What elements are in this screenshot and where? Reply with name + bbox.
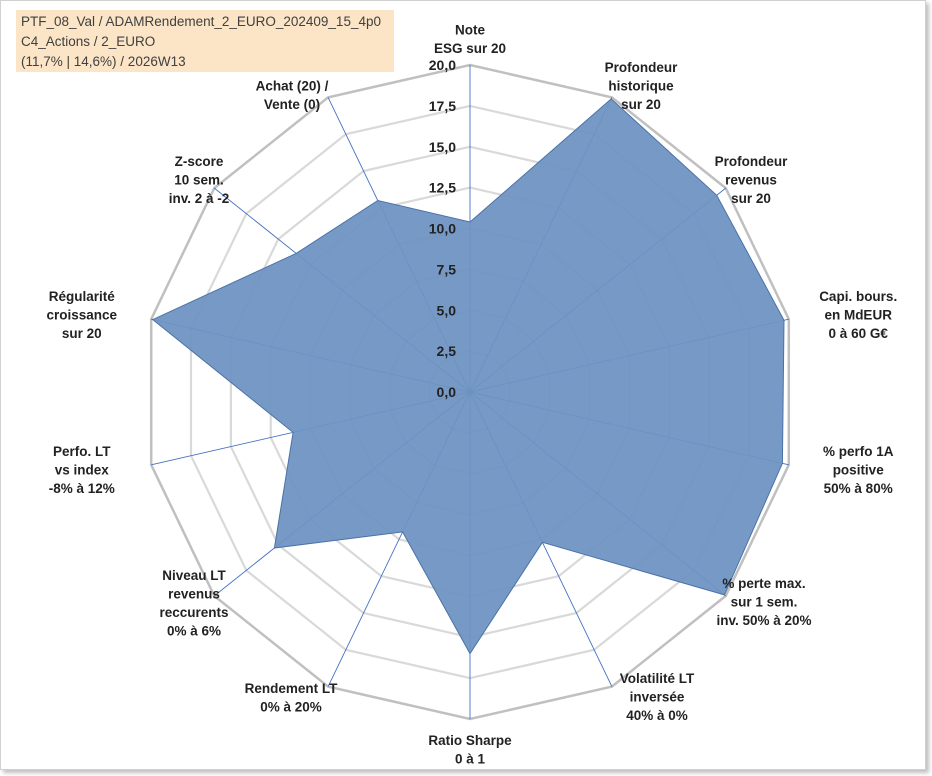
tick-label: 15,0: [429, 139, 456, 155]
axis-label-line: Achat (20) /: [256, 79, 329, 94]
axis-label-line: ESG sur 20: [434, 41, 506, 56]
axis-label-line: revenus: [725, 173, 777, 188]
axis-label-line: 10 sem.: [174, 173, 224, 188]
axis-label-line: Vente (0): [264, 97, 320, 112]
axis-label: Perfo. LT vs index -8% à 12%: [49, 444, 115, 496]
axis-label-line: % perte max.: [722, 576, 805, 591]
tick-label: 2,5: [437, 343, 457, 359]
axis-label-line: % perfo 1A: [823, 444, 894, 459]
axis-label-line: Rendement LT: [245, 681, 339, 696]
tick-label: 0,0: [437, 384, 457, 400]
axis-label-line: 40% à 0%: [626, 708, 688, 723]
axis-label-line: Note: [455, 23, 485, 38]
axis-label-line: revenus: [168, 587, 220, 602]
tick-label: 20,0: [429, 57, 456, 73]
axis-label: % perfo 1A positive 50% à 80%: [823, 444, 894, 496]
axis-label-line: Ratio Sharpe: [428, 733, 512, 748]
axis-label: Z-score 10 sem. inv. 2 à -2: [169, 154, 230, 206]
axis-label-line: vs index: [55, 463, 110, 478]
axis-label-line: croissance: [47, 307, 118, 322]
info-line-period: (11,7% | 14,6%) / 2026W13: [21, 54, 186, 69]
axis-label-line: Volatilité LT: [620, 671, 695, 686]
axis-label-line: inv. 2 à -2: [169, 191, 230, 206]
axis-label-line: sur 1 sem.: [731, 595, 798, 610]
axis-label: Ratio Sharpe 0 à 1: [428, 733, 512, 767]
axis-label-line: sur 20: [62, 326, 102, 341]
tick-label: 10,0: [429, 221, 456, 237]
axis-label: % perte max. sur 1 sem. inv. 50% à 20%: [716, 576, 811, 628]
axis-label-line: 0% à 6%: [167, 624, 221, 639]
axis-label: Profondeur historique sur 20: [605, 60, 678, 112]
axis-label-line: 50% à 80%: [824, 481, 893, 496]
axis-label-line: Profondeur: [715, 154, 788, 169]
axis-label-line: sur 20: [621, 97, 661, 112]
axis-label-line: inv. 50% à 20%: [716, 613, 811, 628]
tick-label: 12,5: [429, 180, 456, 196]
info-line-portfolio: PTF_08_Val / ADAMRendement_2_EURO_202409…: [21, 14, 381, 29]
axis-label: Profondeur revenus sur 20: [715, 154, 788, 206]
axis-label-line: reccurents: [159, 605, 228, 620]
tick-label: 5,0: [437, 302, 457, 318]
tick-labels: 0,0 2,5 5,0 7,5 10,0 12,5 15,0 17,5 20,0: [429, 57, 456, 400]
axis-label: Volatilité LT inversée 40% à 0%: [620, 671, 695, 723]
axis-label-line: historique: [608, 79, 674, 94]
axis-label-line: Profondeur: [605, 60, 678, 75]
axis-label: Rendement LT 0% à 20%: [245, 681, 339, 715]
axis-label-line: Capi. bours.: [819, 289, 897, 304]
axis-label-line: en MdEUR: [824, 307, 892, 322]
info-box: PTF_08_Val / ADAMRendement_2_EURO_202409…: [16, 10, 394, 72]
tick-label: 17,5: [429, 98, 456, 114]
axis-label: Régularité croissance sur 20: [47, 289, 118, 341]
tick-label: 7,5: [437, 261, 457, 277]
axis-label-line: -8% à 12%: [49, 481, 115, 496]
axis-label-line: inversée: [630, 690, 685, 705]
axis-label: Capi. bours. en MdEUR 0 à 60 G€: [819, 289, 897, 341]
axis-label: Niveau LT revenus reccurents 0% à 6%: [159, 568, 228, 639]
axis-label-line: sur 20: [731, 191, 771, 206]
axis-labels: Note ESG sur 20 Profondeur historique sur 20…: [47, 23, 898, 767]
axis-label-line: Régularité: [49, 289, 116, 304]
axis-label: Note ESG sur 20: [434, 23, 506, 57]
axis-label-line: Niveau LT: [162, 568, 226, 583]
axis-label-line: 0 à 60 G€: [829, 326, 889, 341]
axis-label-line: Z-score: [175, 154, 224, 169]
series: [151, 98, 785, 655]
axis-label-line: positive: [833, 463, 885, 478]
axis-label-line: Perfo. LT: [53, 444, 111, 459]
axis-label-line: 0% à 20%: [260, 700, 322, 715]
info-line-category: C4_Actions / 2_EURO: [21, 34, 156, 49]
axis-label-line: 0 à 1: [455, 752, 486, 767]
